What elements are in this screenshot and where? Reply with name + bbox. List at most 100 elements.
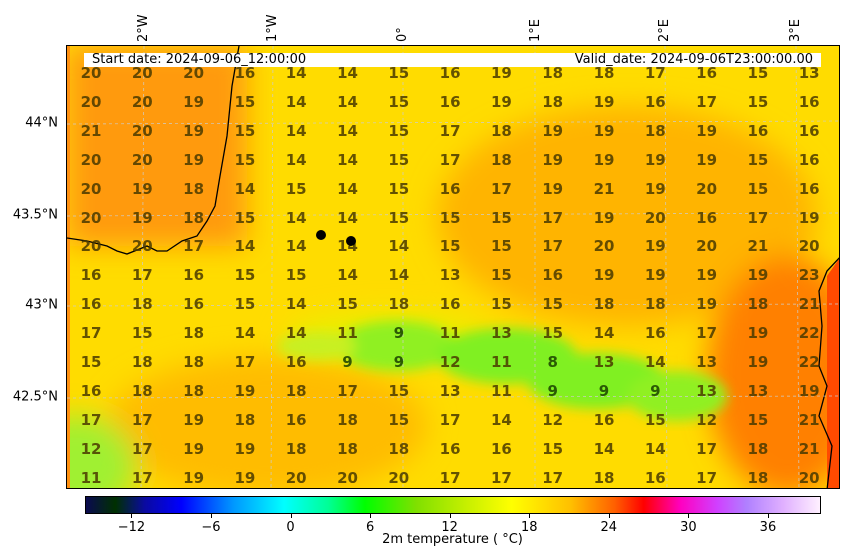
temperature-value: 20	[80, 208, 102, 227]
temperature-value: 17	[80, 324, 102, 343]
temperature-value: 20	[183, 64, 205, 82]
temperature-value: 14	[285, 237, 307, 256]
temperature-value: 9	[598, 381, 610, 400]
temperature-value: 14	[285, 208, 307, 227]
temperature-value: 16	[798, 179, 820, 198]
temperature-value: 17	[490, 468, 512, 487]
colorbar-label: 2m temperature ( °C)	[382, 532, 523, 547]
temperature-value: 15	[388, 410, 410, 429]
temperature-value: 17	[696, 324, 718, 343]
temperature-value: 18	[183, 381, 205, 400]
temperature-value: 19	[131, 179, 153, 198]
temperature-value: 15	[234, 208, 256, 227]
temperature-value: 18	[183, 179, 205, 198]
temperature-value: 11	[337, 324, 358, 343]
temperature-value: 17	[439, 150, 461, 169]
temperature-value: 15	[285, 266, 307, 285]
temperature-value: 23	[798, 266, 820, 285]
temperature-value: 22	[798, 353, 820, 371]
temperature-value: 16	[285, 353, 307, 371]
temperature-value: 15	[542, 439, 564, 458]
temperature-value: 12	[542, 410, 564, 429]
temperature-value: 19	[183, 439, 205, 458]
temperature-value: 15	[747, 410, 769, 429]
temperature-value: 19	[696, 266, 718, 285]
temperature-value: 20	[388, 468, 410, 487]
temperature-value: 19	[644, 237, 666, 256]
temperature-value: 19	[490, 64, 512, 82]
temperature-value: 19	[183, 121, 205, 140]
colorbar-tick-label: 6	[365, 520, 375, 535]
colorbar-tick-label: 36	[759, 520, 777, 535]
temperature-value: 14	[337, 92, 358, 111]
location-marker	[316, 230, 326, 240]
temperature-value: 15	[439, 237, 461, 256]
lat-label: 43°N	[25, 297, 58, 313]
temperature-value: 20	[131, 150, 153, 169]
temperature-value: 15	[388, 92, 410, 111]
temperature-value: 17	[131, 439, 153, 458]
temperature-value: 19	[490, 92, 512, 111]
lon-label: 1°E	[528, 19, 543, 42]
temperature-value: 21	[593, 179, 615, 198]
colorbar-tick-label: 30	[680, 520, 697, 535]
temperature-value: 15	[644, 410, 666, 429]
temperature-value: 15	[234, 295, 256, 314]
temperature-value: 17	[644, 64, 666, 82]
temperature-value: 14	[388, 266, 410, 285]
temperature-value: 15	[490, 237, 512, 256]
temperature-value: 18	[388, 295, 410, 314]
temperature-value: 14	[337, 150, 358, 169]
temperature-value: 15	[234, 121, 256, 140]
temperature-value: 18	[747, 439, 769, 458]
temperature-value: 22	[798, 324, 820, 343]
temperature-value: 19	[183, 92, 205, 111]
temperature-value: 16	[593, 410, 615, 429]
temperature-value: 20	[696, 179, 718, 198]
temperature-value: 19	[183, 150, 205, 169]
temperature-value: 16	[490, 439, 512, 458]
temperature-value: 18	[542, 92, 564, 111]
temperature-value: 15	[285, 179, 307, 198]
temperature-value: 18	[131, 381, 153, 400]
temperature-value: 13	[490, 324, 512, 343]
temperature-value: 17	[131, 468, 153, 487]
lat-label: 42.5°N	[12, 389, 58, 405]
temperature-value: 13	[593, 353, 615, 371]
temperature-value: 14	[234, 324, 256, 343]
location-marker	[346, 236, 356, 246]
colorbar	[85, 496, 821, 514]
temperature-value: 19	[542, 150, 564, 169]
temperature-value: 11	[439, 324, 461, 343]
lon-label: 2°E	[657, 19, 672, 42]
temperature-map: 20 20 20 16 14 14 15 16 19 18 18 17 16 15 13 20 20 19 15 14…	[66, 45, 840, 489]
temperature-value: 20	[80, 64, 102, 82]
temperature-value: 13	[439, 381, 461, 400]
temperature-value: 15	[388, 381, 410, 400]
temperature-value: 20	[337, 468, 358, 487]
temperature-value: 15	[234, 92, 256, 111]
temperature-value: 14	[285, 324, 307, 343]
colorbar-tick-mark	[767, 514, 769, 518]
temperature-value: 11	[490, 353, 512, 371]
temperature-value: 17	[747, 208, 769, 227]
temperature-value: 19	[593, 92, 615, 111]
lat-label: 43.5°N	[12, 207, 58, 223]
temperature-value: 16	[439, 439, 461, 458]
temperature-value: 15	[490, 208, 512, 227]
temperature-value: 19	[696, 150, 718, 169]
temperature-value: 14	[337, 266, 358, 285]
temperature-value: 18	[131, 295, 153, 314]
temperature-value: 17	[439, 121, 461, 140]
temperature-value: 9	[393, 324, 405, 343]
temperature-value: 16	[542, 266, 564, 285]
temperature-value: 15	[542, 324, 564, 343]
temperature-value: 14	[593, 439, 615, 458]
temperature-value: 14	[593, 324, 615, 343]
valid-date: Valid_date: 2024-09-06T23:00:00.00	[574, 52, 813, 67]
temperature-value: 16	[696, 208, 718, 227]
colorbar-tick-mark	[290, 514, 292, 518]
temperature-value: 15	[388, 64, 410, 82]
temperature-value: 19	[644, 179, 666, 198]
temperature-value: 13	[747, 381, 769, 400]
